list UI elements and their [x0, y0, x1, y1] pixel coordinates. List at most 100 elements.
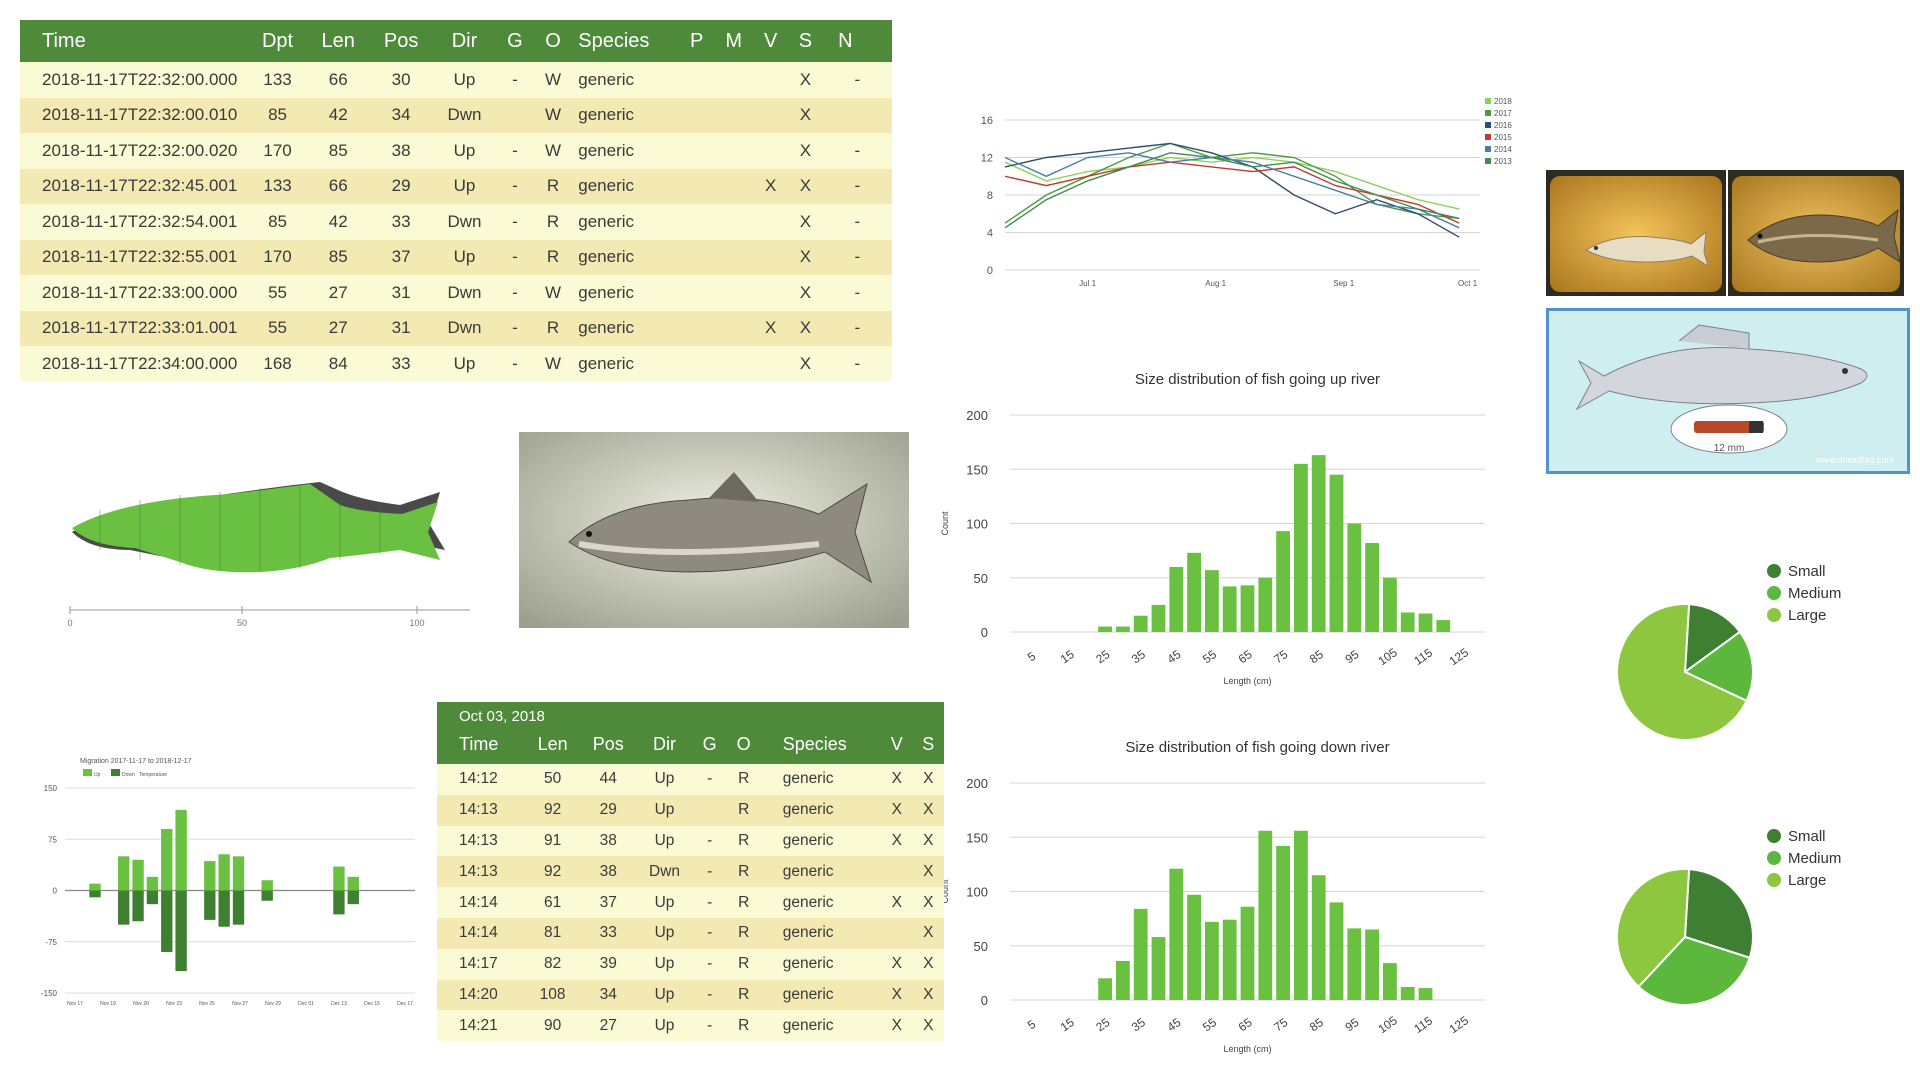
bar-100 [1365, 929, 1379, 1000]
col-v: V [881, 729, 913, 764]
table-cell: 92 [525, 794, 581, 826]
chart-title: Size distribution of fish going down riv… [1125, 739, 1389, 756]
migration-chart: Migration 2017-11-17 to 2018-12-17 Up Down… [41, 758, 415, 1007]
table-cell [496, 97, 534, 133]
table-cell: X [881, 764, 913, 795]
up-bar [89, 883, 101, 891]
table-cell: - [822, 275, 892, 311]
table-cell: - [822, 239, 892, 275]
legend-label: 2015 [1494, 133, 1512, 142]
table-cell: generic [572, 97, 680, 133]
table-cell: X [753, 168, 789, 204]
y-tick-label: 150 [44, 784, 58, 793]
table-cell: 55 [248, 275, 308, 311]
table-cell: 14:14 [437, 917, 526, 949]
up-bar [347, 876, 359, 891]
x-tick-label: 15 [1058, 647, 1077, 666]
table-cell: 37 [369, 239, 433, 275]
table-cell: R [533, 168, 573, 204]
table-cell: X [788, 310, 823, 346]
bar-95 [1347, 928, 1362, 1000]
table-cell: 29 [369, 168, 433, 204]
up-bar [146, 876, 159, 891]
table-cell: generic [572, 346, 680, 382]
table-cell: 55 [248, 310, 308, 346]
table-cell: R [726, 917, 761, 949]
table-cell: X [912, 1010, 944, 1042]
table-cell: - [822, 204, 892, 240]
table-cell: R [726, 825, 761, 857]
bar-40 [1151, 604, 1166, 632]
legend-label: Large [1788, 607, 1826, 624]
up-bar [333, 866, 345, 891]
legend-swatch [1767, 851, 1781, 865]
y-tick-label: 150 [966, 462, 988, 477]
table-cell [714, 168, 754, 204]
table-cell: - [692, 825, 727, 857]
table-cell: 2018-11-17T22:33:01.001 [20, 310, 248, 346]
table-cell: - [822, 133, 892, 169]
x-tick-label: 115 [1411, 645, 1435, 668]
table-cell: 170 [248, 239, 308, 275]
table-cell: 14:17 [437, 948, 526, 980]
col-m: M [714, 20, 754, 62]
watermark-text: www.doeluftag.com [1815, 455, 1894, 465]
series-line-2015 [1004, 161, 1460, 224]
table-cell: X [912, 764, 944, 795]
table-cell: Dwn [432, 310, 497, 346]
table-cell: 50 [525, 764, 581, 795]
table-cell: Up [432, 239, 497, 275]
fish-image [1732, 176, 1901, 292]
down-bar [161, 890, 173, 952]
legend-label: 2013 [1494, 157, 1512, 166]
table-header-row: Time Dpt Len Pos Dir G O Species P M V S… [20, 20, 892, 62]
legend-swatch [1485, 122, 1491, 128]
legend-label: 2016 [1494, 121, 1512, 130]
bar-55 [1205, 570, 1219, 632]
temperature-line-chart: 0 4 8 12 16 Jul 1 Aug 1 Sep 1 Oct 1 2018 2017 2016 2… [981, 97, 1513, 288]
table-cell: 2018-11-17T22:32:00.000 [20, 62, 248, 98]
bar-50 [1187, 552, 1201, 632]
table-cell: X [912, 887, 944, 918]
pit-tag-illustration: 12 mm www.doeluftag.com [1546, 308, 1910, 474]
table-cell: X [788, 62, 823, 98]
legend-label: 2017 [1494, 109, 1512, 118]
series-line-2013 [1004, 152, 1460, 229]
table-cell: - [496, 310, 534, 346]
table-cell: 2018-11-17T22:33:00.000 [20, 275, 248, 311]
x-tick-label: Dec 13 [331, 1001, 347, 1007]
table-cell: 31 [369, 275, 433, 311]
series-line-2014 [1004, 152, 1460, 229]
legend-label: Large [1788, 872, 1826, 889]
table-cell [753, 62, 789, 98]
col-pos: Pos [369, 20, 433, 62]
legend-swatch [1767, 586, 1781, 600]
y-tick-label: -75 [45, 938, 57, 947]
table-cell: X [912, 917, 944, 949]
table-cell: X [912, 948, 944, 980]
table-cell: 85 [307, 133, 370, 169]
bar-90 [1329, 474, 1344, 632]
x-tick-label: 35 [1129, 647, 1148, 666]
bar-35 [1133, 615, 1148, 632]
y-tick-label: 12 [981, 153, 993, 165]
col-dir: Dir [432, 20, 497, 62]
col-species: Species [760, 729, 882, 764]
x-tick-label: 125 [1447, 645, 1472, 668]
table-cell: X [881, 979, 913, 1011]
up-bar [175, 809, 187, 891]
bar-110 [1400, 612, 1415, 632]
bar-75 [1276, 531, 1290, 632]
col-time: Time [20, 20, 248, 62]
col-s: S [912, 729, 944, 764]
table-cell: 85 [248, 204, 308, 240]
bar-40 [1151, 937, 1166, 1000]
table-cell: 92 [525, 856, 581, 888]
table-cell [679, 275, 714, 311]
